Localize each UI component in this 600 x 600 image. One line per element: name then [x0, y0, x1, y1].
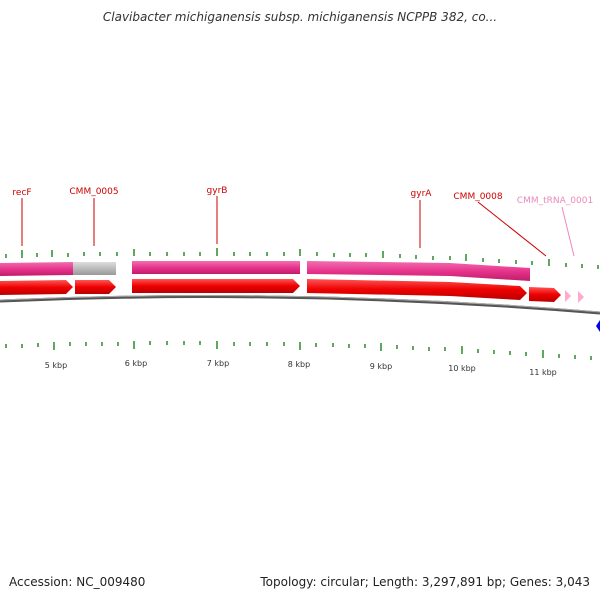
scale-label-7kbp: 7 kbp [207, 359, 229, 368]
inner-tick-row [5, 341, 592, 360]
scale-label-5kbp: 5 kbp [45, 361, 67, 370]
cds-arrow-recf [0, 280, 73, 295]
cog-block-gyra [307, 261, 530, 281]
gene-label-cmm-0008: CMM_0008 [453, 192, 502, 202]
accession-text: Accession: NC_009480 [9, 575, 146, 589]
cog-block-gyrb [132, 261, 300, 274]
cds-arrow-gyra [307, 279, 527, 300]
position-marker-icon [596, 320, 600, 332]
cog-block-recf [0, 262, 73, 276]
cds-track [0, 279, 584, 303]
gene-label-gyrb: gyrB [207, 186, 228, 196]
gene-label-gyra: gyrA [411, 189, 433, 199]
gene-label-cmm-0005: CMM_0005 [69, 187, 118, 197]
genome-summary-text: Topology: circular; Length: 3,297,891 bp… [260, 575, 590, 589]
scale-label-11kbp: 11 kbp [529, 368, 557, 377]
cog-track [0, 261, 530, 281]
scale-label-6kbp: 6 kbp [125, 359, 147, 368]
genome-backbone [0, 295, 600, 315]
trna-arrow-1 [565, 290, 571, 302]
cds-arrow-cmm-0005 [75, 280, 116, 294]
gene-label-cmm-trna-0001: CMM_tRNA_0001 [517, 196, 593, 206]
trna-arrow-2 [578, 291, 584, 303]
gene-leader-lines [21, 196, 575, 257]
scale-label-9kbp: 9 kbp [370, 362, 392, 371]
map-title: Clavibacter michiganensis subsp. michiga… [102, 10, 498, 24]
gene-label-recf: recF [12, 188, 31, 198]
cog-block-cmm-0005 [73, 262, 116, 275]
outer-tick-row [5, 248, 599, 269]
cds-arrow-gyrb [132, 279, 300, 293]
scale-label-10kbp: 10 kbp [448, 364, 476, 373]
cds-arrow-cmm-0008 [529, 287, 561, 302]
scale-label-8kbp: 8 kbp [288, 360, 310, 369]
